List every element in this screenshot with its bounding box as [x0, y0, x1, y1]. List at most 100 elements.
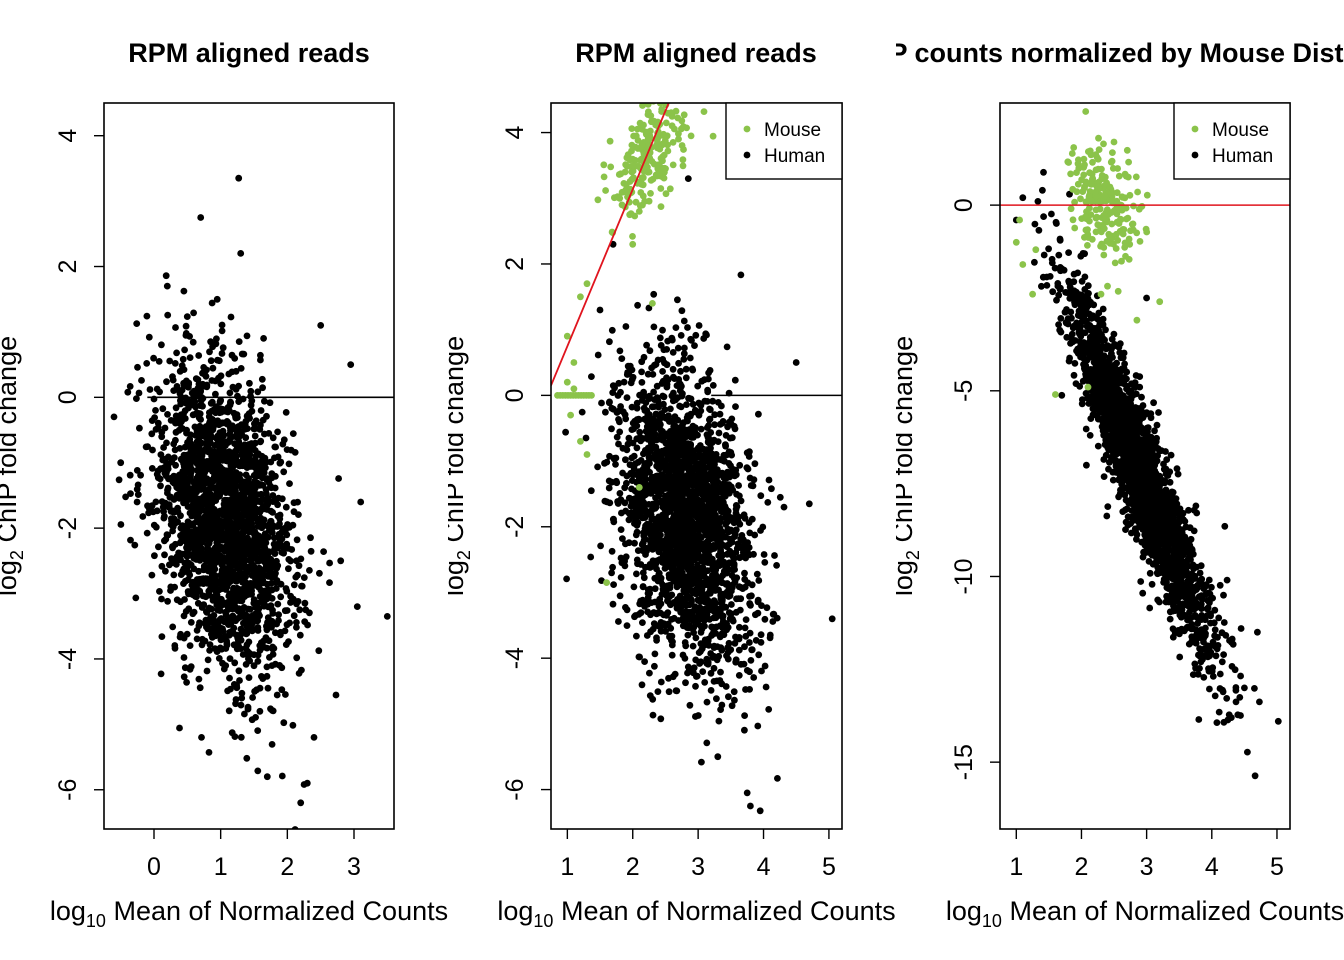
- point-human: [273, 691, 281, 699]
- point-human: [725, 489, 733, 497]
- point-human: [754, 722, 762, 730]
- point-human: [251, 456, 259, 464]
- point-human: [242, 525, 250, 533]
- point-human: [684, 509, 691, 516]
- point-human: [617, 554, 625, 562]
- point-human: [257, 407, 265, 414]
- point-human: [139, 513, 147, 520]
- point-human: [638, 368, 645, 376]
- point-human: [1070, 371, 1078, 379]
- point-human: [717, 668, 724, 676]
- point-human: [185, 590, 192, 598]
- point-human: [197, 214, 205, 221]
- point-human: [244, 425, 251, 432]
- x-axis-label: log10 Mean of Normalized Counts: [497, 896, 895, 931]
- point-human: [617, 526, 625, 533]
- point-human: [239, 578, 246, 586]
- point-human: [675, 359, 682, 367]
- point-human: [277, 593, 285, 601]
- point-human: [206, 446, 214, 454]
- point-human: [268, 741, 276, 748]
- point-human: [659, 428, 666, 435]
- point-human: [732, 471, 740, 479]
- point-human: [743, 667, 751, 674]
- point-human: [594, 351, 602, 359]
- point-human: [675, 506, 683, 514]
- point-human: [587, 553, 595, 561]
- y-axis-label: log2 ChIP fold change: [439, 336, 474, 596]
- point-human: [215, 606, 223, 614]
- point-human: [743, 464, 751, 471]
- point-human: [237, 365, 245, 372]
- point-human: [689, 400, 697, 408]
- point-human: [244, 703, 252, 711]
- point-human: [619, 535, 626, 542]
- point-mouse: [679, 162, 687, 170]
- point-human: [335, 475, 342, 482]
- point-human: [668, 551, 676, 559]
- point-human: [736, 492, 743, 500]
- point-human: [347, 361, 355, 368]
- point-human: [669, 537, 676, 545]
- point-human: [234, 506, 242, 513]
- point-mouse: [678, 117, 686, 125]
- point-human: [285, 460, 293, 468]
- point-human: [177, 411, 185, 419]
- point-human: [256, 580, 264, 588]
- point-human: [667, 457, 675, 464]
- point-human: [618, 355, 626, 362]
- point-human: [218, 645, 226, 653]
- point-human: [724, 648, 732, 656]
- point-human: [127, 536, 134, 544]
- point-human: [239, 534, 247, 542]
- point-human: [215, 357, 223, 365]
- point-human: [731, 696, 738, 704]
- point-human: [237, 636, 245, 644]
- point-human: [180, 673, 188, 681]
- point-human: [202, 488, 210, 496]
- point-human: [661, 359, 668, 367]
- point-human: [722, 432, 730, 439]
- point-human: [209, 364, 217, 372]
- point-human: [186, 642, 194, 649]
- point-human: [162, 567, 169, 575]
- point-human: [689, 609, 696, 616]
- point-mouse: [607, 163, 615, 171]
- y-tick-label: 0: [501, 388, 529, 402]
- point-human: [230, 474, 238, 481]
- point-human: [646, 585, 654, 593]
- point-human: [231, 513, 239, 520]
- point-human: [154, 424, 162, 431]
- point-human: [700, 335, 708, 342]
- point-human: [677, 403, 685, 411]
- point-human: [292, 573, 300, 581]
- point-human: [718, 508, 725, 515]
- point-mouse: [667, 82, 674, 89]
- point-human: [649, 475, 657, 483]
- point-human: [636, 391, 643, 399]
- point-mouse: [709, 132, 717, 140]
- point-human: [126, 383, 134, 390]
- point-human: [692, 682, 699, 690]
- point-human: [641, 462, 648, 469]
- point-human: [704, 635, 712, 643]
- point-human: [192, 403, 199, 411]
- point-human: [701, 376, 708, 384]
- point-human: [631, 613, 638, 621]
- point-human: [669, 485, 677, 493]
- x-tick-label: 1: [214, 853, 228, 881]
- point-mouse: [638, 88, 645, 95]
- panel-mouse-normalized-right: ChIP counts normalized by Mouse Distribu…: [896, 38, 1344, 931]
- point-human: [631, 539, 638, 547]
- x-tick-label: 3: [347, 853, 361, 881]
- point-human: [242, 585, 250, 593]
- point-human: [195, 466, 203, 473]
- point-human: [215, 450, 222, 457]
- point-human: [648, 439, 655, 447]
- point-human: [259, 675, 267, 682]
- point-human: [582, 434, 590, 442]
- point-human: [757, 527, 764, 534]
- point-human: [730, 555, 738, 563]
- point-human: [191, 547, 199, 555]
- point-human: [232, 485, 239, 492]
